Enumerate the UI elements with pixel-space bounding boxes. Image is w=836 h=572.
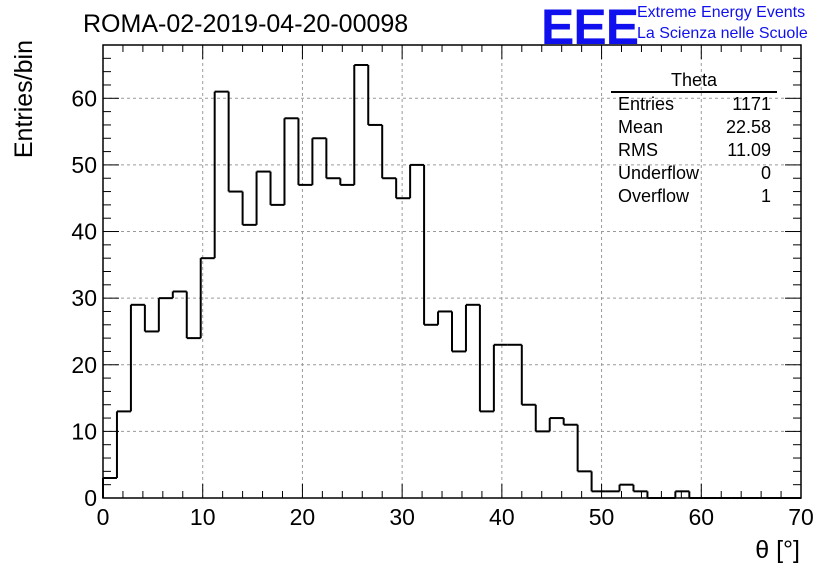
stats-label: Underflow bbox=[618, 163, 700, 183]
y-tick-label: 10 bbox=[71, 418, 97, 444]
stats-box: Theta Entries 1171 Mean 22.58 RMS 11.09 … bbox=[611, 70, 777, 208]
stats-row-rms: RMS 11.09 bbox=[611, 139, 777, 162]
stats-label: Mean bbox=[618, 117, 664, 137]
page-title: ROMA-02-2019-04-20-00098 bbox=[83, 10, 409, 38]
stats-value: 0 bbox=[760, 163, 771, 183]
stats-row-underflow: Underflow 0 bbox=[611, 162, 777, 185]
y-tick-label: 20 bbox=[71, 352, 97, 378]
y-tick-label: 0 bbox=[84, 485, 97, 511]
stats-row-mean: Mean 22.58 bbox=[611, 116, 777, 139]
x-tick-label: 0 bbox=[97, 504, 110, 530]
stats-value: 1 bbox=[760, 186, 771, 206]
logo-tagline-1: Extreme Energy Events bbox=[637, 4, 806, 21]
y-tick-label: 50 bbox=[71, 152, 97, 178]
stats-row-entries: Entries 1171 bbox=[611, 93, 777, 116]
x-tick-label: 50 bbox=[589, 504, 615, 530]
y-tick-label: 30 bbox=[71, 285, 97, 311]
eee-logo: EEE bbox=[541, 0, 639, 55]
x-tick-label: 30 bbox=[389, 504, 415, 530]
grid-lines bbox=[103, 45, 801, 498]
stats-label: RMS bbox=[618, 140, 658, 160]
x-tick-label: 70 bbox=[788, 504, 814, 530]
stats-value: 1171 bbox=[732, 94, 771, 114]
stats-label: Entries bbox=[618, 94, 675, 114]
x-axis-label: θ [°] bbox=[755, 536, 800, 564]
x-tick-label: 20 bbox=[290, 504, 316, 530]
tick-marks bbox=[102, 44, 802, 499]
stats-row-overflow: Overflow 1 bbox=[611, 185, 777, 208]
stats-label: Overflow bbox=[618, 186, 690, 206]
x-tick-label: 10 bbox=[190, 504, 216, 530]
y-tick-label: 40 bbox=[71, 219, 97, 245]
logo-tagline-2: La Scienza nelle Scuole bbox=[637, 25, 808, 42]
y-axis-label: Entries/bin bbox=[10, 40, 38, 158]
stats-value: 11.09 bbox=[727, 140, 771, 160]
x-tick-label: 60 bbox=[688, 504, 714, 530]
stats-title: Theta bbox=[611, 70, 777, 93]
y-tick-label: 60 bbox=[71, 85, 97, 111]
x-tick-label: 40 bbox=[489, 504, 515, 530]
stats-value: 22.58 bbox=[725, 117, 771, 137]
